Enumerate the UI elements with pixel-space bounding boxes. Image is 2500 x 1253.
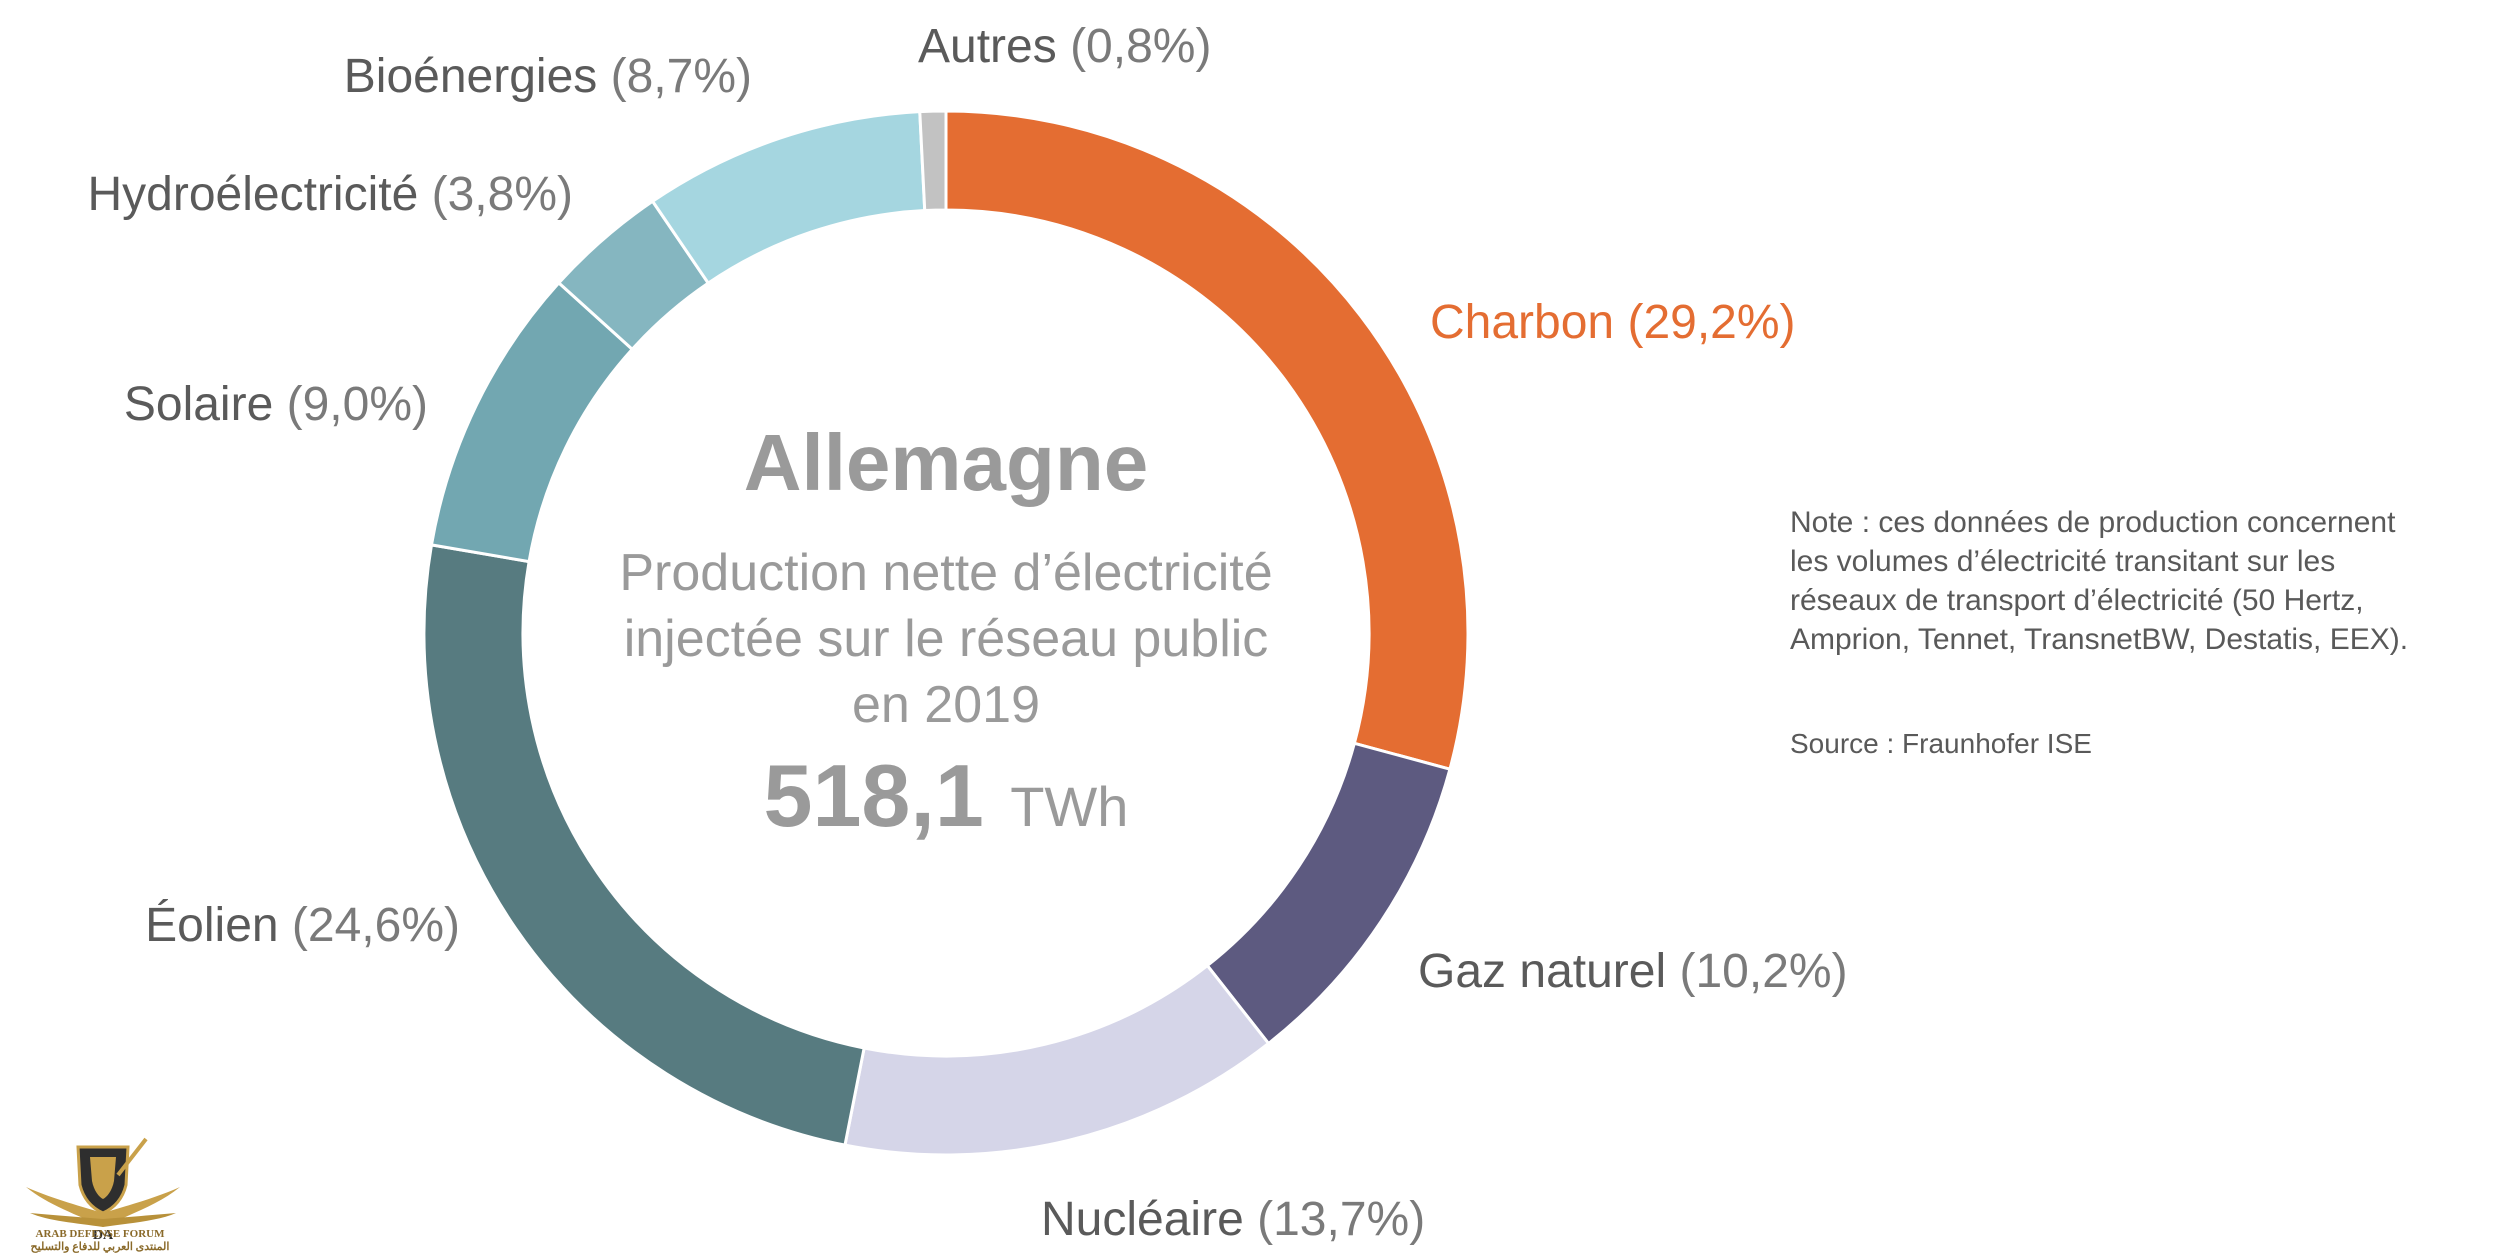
label-name-nucleaire: Nucléaire bbox=[1041, 1193, 1244, 1246]
label-pct-autres: (0,8%) bbox=[1057, 20, 1212, 73]
watermark-text-en: ARAB DEFENSE FORUM bbox=[35, 1228, 165, 1240]
center-total-value: 518,1 bbox=[764, 746, 984, 845]
donut-slices bbox=[422, 109, 1470, 1157]
label-pct-gaz-naturel: (10,2%) bbox=[1666, 945, 1847, 998]
label-pct-hydroelectricite: (3,8%) bbox=[418, 168, 573, 221]
label-bioenergies: Bioénergies (8,7%) bbox=[344, 50, 752, 103]
center-subtitle-line-3: en 2019 bbox=[852, 676, 1040, 734]
label-name-charbon: Charbon bbox=[1430, 296, 1614, 349]
label-charbon: Charbon (29,2%) bbox=[1430, 296, 1796, 349]
label-pct-charbon: (29,2%) bbox=[1614, 296, 1795, 349]
watermark-text-ar: المنتدى العربي للدفاع والتسليح bbox=[30, 1241, 170, 1253]
label-gaz-naturel: Gaz naturel (10,2%) bbox=[1418, 945, 1848, 998]
label-hydroelectricite: Hydroélectricité (3,8%) bbox=[88, 168, 574, 221]
center-subtitle-line-2: injectée sur le réseau public bbox=[624, 610, 1269, 668]
slice-solaire bbox=[429, 280, 635, 564]
center-subtitle-line-1: Production nette d’électricité bbox=[619, 544, 1272, 602]
label-name-hydroelectricite: Hydroélectricité bbox=[88, 168, 419, 221]
label-name-eolien: Éolien bbox=[145, 899, 278, 952]
slice-nucleaire bbox=[843, 963, 1271, 1157]
footnote-line-3: réseaux de transport d’électricité (50 H… bbox=[1790, 584, 2364, 617]
footnote-line-2: les volumes d’électricité transitant sur… bbox=[1790, 545, 2336, 578]
label-name-solaire: Solaire bbox=[124, 378, 273, 431]
label-name-gaz-naturel: Gaz naturel bbox=[1418, 945, 1666, 998]
slice-gaz-naturel bbox=[1205, 741, 1452, 1046]
center-total-unit: TWh bbox=[1010, 775, 1128, 838]
center-total: 518,1 TWh bbox=[764, 746, 1129, 845]
label-pct-bioenergies: (8,7%) bbox=[597, 50, 752, 103]
footnote: Note : ces données de production concern… bbox=[1790, 503, 2480, 659]
slice-autres bbox=[918, 109, 948, 213]
label-pct-nucleaire: (13,7%) bbox=[1244, 1193, 1425, 1246]
watermark-text: ARAB DEFENSE FORUM المنتدى العربي للدفاع… bbox=[20, 1228, 180, 1253]
footnote-line-1: Note : ces données de production concern… bbox=[1790, 506, 2396, 539]
slice-labels: Charbon (29,2%) Gaz naturel (10,2%) Nucléa… bbox=[88, 20, 1848, 1246]
source-note: Source : Fraunhofer ISE bbox=[1790, 728, 2092, 759]
slice-bioenergies bbox=[650, 110, 927, 286]
label-pct-eolien: (24,6%) bbox=[279, 899, 460, 952]
label-nucleaire: Nucléaire (13,7%) bbox=[1041, 1193, 1425, 1246]
label-name-autres: Autres bbox=[918, 20, 1057, 73]
slice-charbon bbox=[944, 109, 1470, 771]
label-eolien: Éolien (24,6%) bbox=[145, 899, 460, 952]
label-solaire: Solaire (9,0%) bbox=[124, 378, 428, 431]
donut-center: Allemagne Production nette d’électricité… bbox=[619, 418, 1272, 845]
watermark-logo: DA bbox=[26, 1137, 180, 1243]
center-title: Allemagne bbox=[744, 418, 1149, 507]
footnote-line-4: Amprion, Tennet, TransnetBW, Destatis, E… bbox=[1790, 623, 2409, 656]
label-pct-solaire: (9,0%) bbox=[273, 378, 428, 431]
label-autres: Autres (0,8%) bbox=[918, 20, 1211, 73]
watermark-monogram: DA bbox=[93, 1228, 114, 1243]
label-name-bioenergies: Bioénergies bbox=[344, 50, 598, 103]
